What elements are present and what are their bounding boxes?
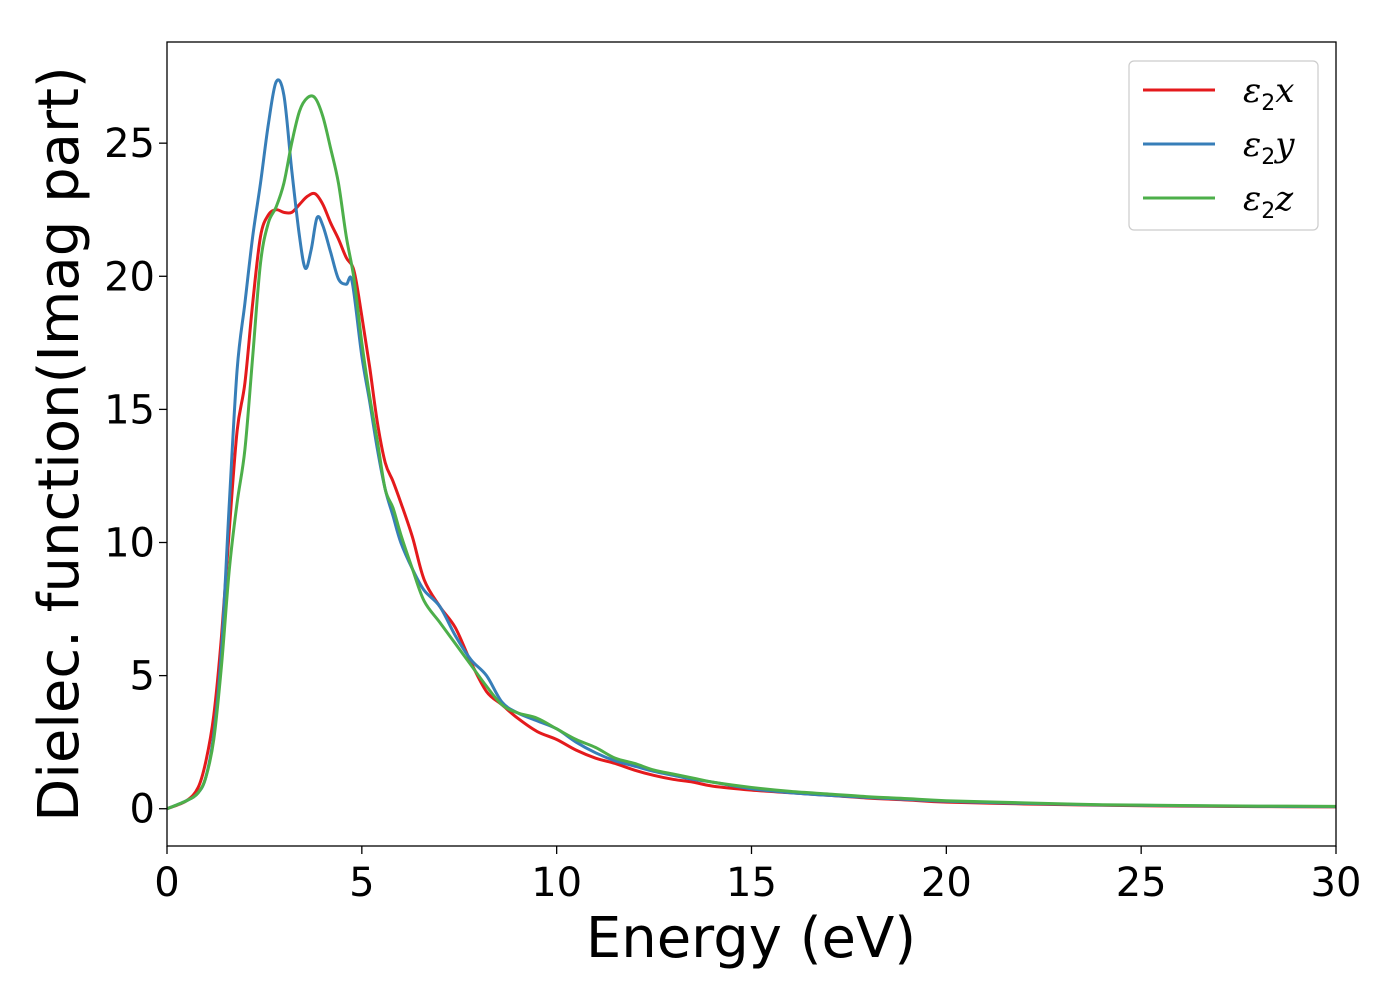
- x-tick-label: 5: [349, 860, 374, 906]
- legend-label-z: ε2z: [1243, 179, 1294, 224]
- legend-label-y: ε2y: [1243, 125, 1295, 170]
- tick-layer: 0 5 10 15 20 25 30 0 5 10 15 20 25: [104, 121, 1361, 906]
- x-tick-label: 20: [921, 860, 972, 906]
- legend-box: [1128, 60, 1319, 231]
- series-line-x: [167, 191, 1336, 811]
- y-tick-label: 10: [104, 521, 155, 567]
- y-tick-label: 20: [104, 254, 155, 300]
- legend: ε2x ε2y ε2z: [1128, 60, 1319, 231]
- y-tick-label: 25: [104, 121, 155, 167]
- y-tick-label: 0: [130, 787, 155, 833]
- y-axis-title: Dielec. function(Imag part): [27, 66, 92, 822]
- series-line-z: [167, 94, 1336, 811]
- x-tick-label: 25: [1116, 860, 1167, 906]
- x-tick-label: 15: [726, 860, 777, 906]
- legend-label-x: ε2x: [1243, 71, 1294, 116]
- x-tick-label: 30: [1311, 860, 1362, 906]
- x-tick-label: 0: [154, 860, 179, 906]
- y-tick-label: 15: [104, 387, 155, 433]
- y-tick-label: 5: [130, 654, 155, 700]
- x-tick-label: 10: [531, 860, 582, 906]
- series-layer: [167, 78, 1336, 811]
- legend-entries: ε2x ε2y ε2z: [1143, 71, 1295, 224]
- x-axis-title: Energy (eV): [586, 906, 916, 971]
